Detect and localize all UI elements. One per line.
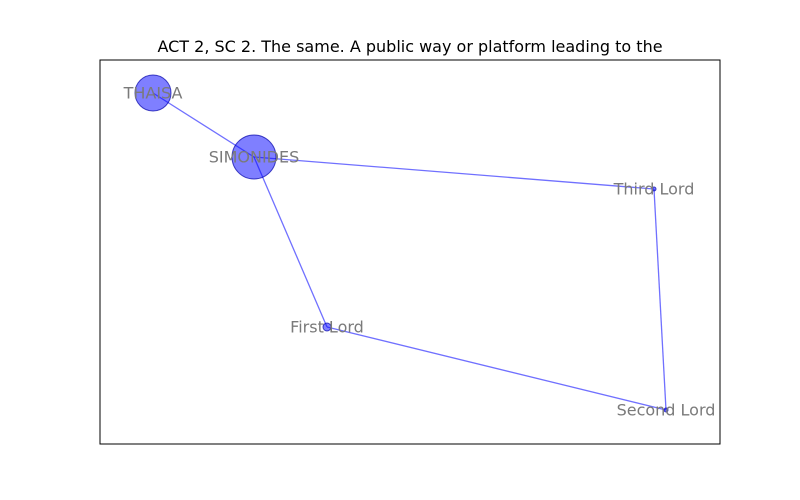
edge-simonides-first-lord: [253, 156, 328, 328]
node-first-lord: [322, 322, 332, 332]
diagram-title: ACT 2, SC 2. The same. A public way or p…: [157, 37, 662, 56]
node-label-first-lord: First Lord: [290, 318, 364, 337]
node-label-simonides: SIMONIDES: [209, 148, 300, 167]
edge-simonides-third-lord: [253, 156, 655, 190]
node-label-third-lord: Third Lord: [613, 180, 695, 199]
node-label-thaisa: THAISA: [123, 84, 183, 103]
plot-frame: [99, 59, 721, 445]
node-third-lord: [651, 186, 657, 192]
node-label-second-lord: Second Lord: [617, 401, 716, 420]
node-second-lord: [663, 407, 669, 413]
labels-layer: THAISA SIMONIDES Third Lord First Lord Secon…: [123, 84, 716, 420]
edge-first-lord-second-lord: [326, 326, 667, 411]
node-simonides: [231, 134, 277, 180]
nodes-layer: [134, 74, 669, 413]
node-thaisa: [134, 74, 172, 112]
edge-third-lord-second-lord: [653, 188, 667, 411]
